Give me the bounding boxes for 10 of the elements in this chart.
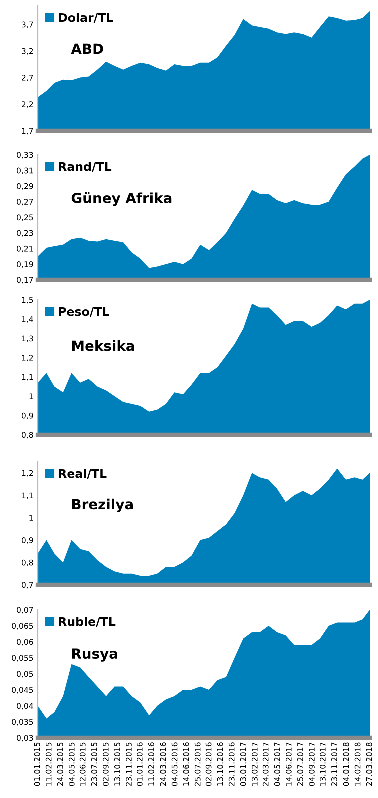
- legend-label: Real/TL: [59, 469, 107, 480]
- text: Rusya: [72, 648, 118, 662]
- text: Brezilya: [72, 498, 133, 512]
- text: ABD: [71, 44, 104, 54]
- legend-label: Rand/TL: [59, 162, 112, 172]
- legend-label: Peso/TL: [59, 307, 110, 318]
- text: Meksika: [72, 340, 134, 352]
- legend-label: Ruble/TL: [59, 617, 116, 628]
- text: Güney Afrika: [72, 192, 172, 206]
- legend-label: Dolar/TL: [59, 13, 114, 24]
